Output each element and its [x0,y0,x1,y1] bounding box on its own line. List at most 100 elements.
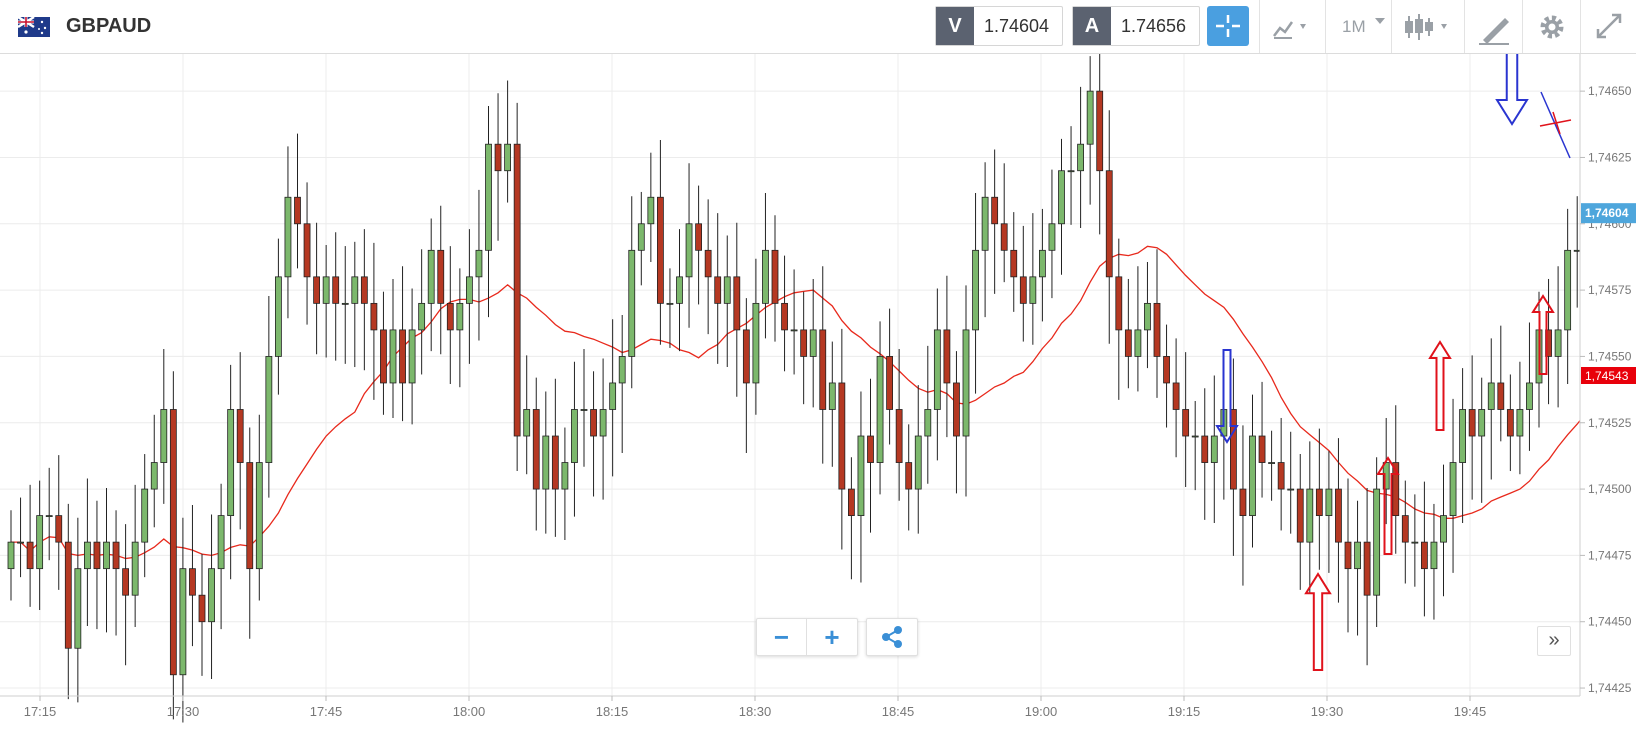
candle [1124,278,1132,389]
candle [962,285,970,497]
candle-body-up [571,409,578,463]
candle-body-up [1554,329,1562,357]
candle [360,229,368,371]
candle-body-down [1335,488,1342,543]
zoom-out-button[interactable]: − [757,619,807,655]
candle-body-down [657,196,664,304]
candle [542,391,550,534]
y-tick-label: 1,74450 [1588,615,1632,629]
crosshair-button[interactable] [1207,6,1249,46]
timeframe-dropdown[interactable]: 1M [1325,0,1391,53]
candle [389,278,397,418]
candle-body-down [1497,382,1505,410]
candle [828,341,836,467]
candle [55,455,63,590]
symbol-label: GBPAUD [66,15,152,37]
candle [1039,208,1046,322]
settings-button[interactable] [1522,0,1580,53]
candle [1325,450,1333,573]
candle [1105,110,1113,344]
candle [274,238,282,395]
candle-body-up [618,356,626,384]
fullscreen-button[interactable] [1580,0,1636,53]
candle [246,427,254,639]
blue-down-arrow-2 [1495,54,1529,126]
chart-type-icon [1273,21,1306,39]
ask-label: A [1073,7,1111,45]
candle [208,514,215,680]
candle [1497,325,1505,442]
candle [236,352,244,530]
candle [838,328,846,550]
scroll-to-end-button[interactable]: » [1537,626,1571,656]
candle [991,149,999,294]
candle-body-down [332,276,340,304]
candle-body-up [1086,90,1094,145]
zoom-in-button[interactable]: + [824,622,840,652]
ask-price-button[interactable]: A 1.74656 [1072,6,1200,46]
candle [179,517,187,723]
candle [1258,381,1266,498]
candle-body-up [274,276,282,357]
candle-body-down [1124,329,1132,357]
candle-body-down [64,541,72,649]
drawing-tool-button[interactable] [1464,0,1522,53]
uk-australia-flag-icon [18,17,50,37]
candle [169,371,177,720]
candlestick-chart[interactable]: 1,74425 1,74450 1,74475 1,74500 1,74525 1,745… [0,54,1636,730]
candle [217,483,225,630]
candle-body-up [150,462,158,490]
candle-body-down [1239,488,1247,517]
candle-body-down [1096,90,1104,172]
candle [618,315,626,453]
candle-body-up [1440,515,1447,543]
candle [914,385,922,534]
candle-body-down [733,276,741,331]
candle-body-down [169,409,177,676]
candle-body-up [427,249,435,304]
candle [1153,249,1161,398]
candle [1363,488,1371,666]
candle [227,364,235,580]
candle [150,414,158,528]
candle [189,504,196,647]
candle-body-down [991,196,999,225]
x-tick-label: 17:30 [167,704,200,719]
candle-style-button[interactable] [1391,0,1464,53]
candle [504,80,512,203]
candle-body-down [953,382,960,437]
candle [399,266,406,422]
candle-body-up [924,409,932,437]
candle-body-down [1105,170,1113,278]
candle [1354,500,1361,636]
candle-body-down [1296,488,1304,543]
candle-body-up [265,356,273,463]
bid-price-button[interactable]: V 1.74604 [935,6,1063,46]
candle-body-down [360,276,368,304]
share-button[interactable] [866,618,918,656]
candle-body-down [246,462,254,570]
x-tick-label: 18:45 [882,704,915,719]
red-cross-mark [1552,111,1561,135]
candle [571,361,578,517]
candle [1230,358,1237,556]
candle-body-down [1163,356,1170,384]
candle [1144,261,1151,369]
candle-body-down [93,541,101,570]
candle [981,162,989,318]
candle-body-down [695,223,702,251]
candle [1564,208,1572,385]
candle-body-down [399,329,406,384]
candle-body-up [580,409,588,411]
candle-body-down [1115,276,1123,331]
chart-type-button[interactable] [1259,0,1325,53]
candle [1010,212,1018,312]
candle [637,191,645,286]
red-up-arrow-2 [1376,456,1400,555]
candle [408,288,416,425]
candle [1296,454,1304,590]
candle-body-down [1172,382,1180,410]
candle-body-down [886,356,893,410]
candle-body-down [198,594,206,623]
current-price-tag [1581,203,1636,224]
